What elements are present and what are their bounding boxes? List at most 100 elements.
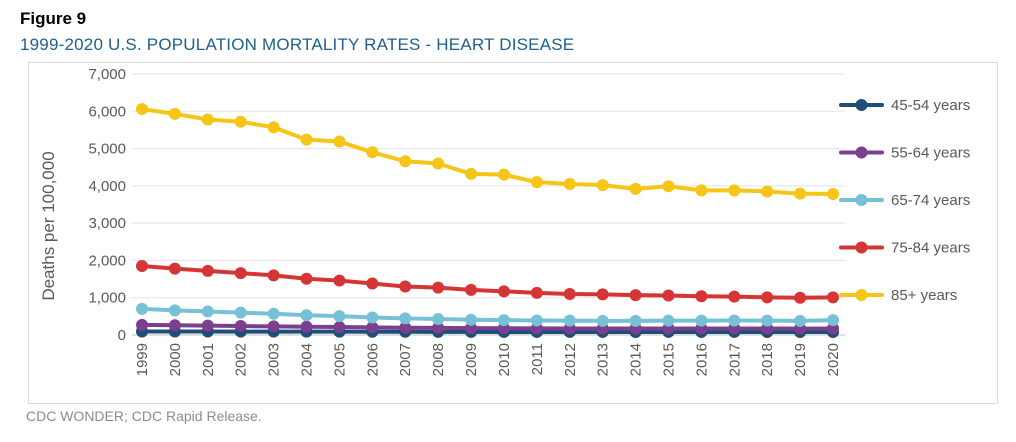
data-point [465,167,478,180]
data-point [432,281,445,294]
data-point [695,314,708,327]
data-point [827,314,839,327]
data-point [168,319,181,332]
y-tick-label: 3,000 [88,215,126,232]
data-point [399,280,412,293]
legend-swatch-marker [855,241,868,254]
data-point [596,314,609,327]
series-line [140,322,835,331]
y-tick-label: 2,000 [88,252,126,269]
data-point [662,289,675,302]
data-point [827,188,839,201]
data-point [695,290,708,303]
data-point [366,146,379,159]
data-point [399,155,412,168]
x-tick-label: 2013 [595,343,612,376]
chart-area: 0 1,000 2,000 3,000 4,000 5,000 6,000 7,000 Dea… [28,62,998,404]
data-point [629,182,642,195]
x-tick-label: 2001 [200,343,217,376]
data-point [497,168,510,181]
x-tick-label: 2011 [529,343,546,375]
data-point [761,314,774,327]
data-point [530,314,543,327]
data-point [596,288,609,301]
data-point [662,314,675,327]
x-tick-label: 2014 [628,343,645,376]
data-point [432,321,445,334]
data-point [136,302,148,315]
x-tick-label: 2016 [693,343,710,376]
data-point [530,286,543,299]
y-tick-label: 1,000 [88,290,126,307]
y-tick-label: 6,000 [88,103,126,120]
legend-label: 45-54 years [891,97,970,114]
x-tick-label: 2015 [660,343,677,376]
y-tick-label: 4,000 [88,178,126,195]
data-point [563,314,576,327]
data-point [366,311,379,324]
data-point [695,184,708,197]
x-tick-label: 2017 [726,343,743,376]
x-tick-label: 2007 [397,343,414,376]
data-point [234,115,247,128]
legend-swatch-marker [855,99,868,111]
y-tick-label: 5,000 [88,141,126,158]
data-point [530,176,543,189]
y-axis-ticks: 0 1,000 2,000 3,000 4,000 5,000 6,000 7,000 [88,66,126,344]
data-point [201,264,214,277]
data-point [794,187,807,200]
x-tick-label: 2010 [496,343,513,376]
data-point [333,321,346,334]
data-point [267,320,280,333]
data-point [201,113,214,126]
data-point [168,262,181,275]
x-tick-label: 2012 [562,343,579,376]
data-point [333,310,346,323]
chart-title: 1999-2020 U.S. POPULATION MORTALITY RATE… [20,35,575,54]
y-axis-label: Deaths per 100,000 [39,151,58,300]
data-point [168,304,181,317]
data-point [300,320,313,333]
data-point [497,314,510,327]
data-point [333,135,346,148]
series-line [140,264,835,300]
x-tick-label: 2009 [463,343,480,376]
data-point [432,157,445,170]
data-point [201,305,214,318]
figure-label: Figure 9 [20,9,87,28]
data-point [234,267,247,280]
data-point [136,318,148,331]
data-point [399,321,412,334]
legend-swatch-marker [855,289,868,301]
x-tick-label: 2020 [825,343,842,376]
data-point [300,133,313,146]
data-point [267,269,280,282]
data-point [267,307,280,320]
series-line [140,329,835,335]
data-point [827,291,839,304]
data-point [432,312,445,325]
source-note: CDC WONDER; CDC Rapid Release. [26,408,262,424]
data-point [465,283,478,296]
data-point [399,312,412,325]
series-65-74-years [136,302,839,327]
data-point [267,121,280,134]
y-tick-label: 0 [118,327,126,344]
series-lines [136,103,839,339]
data-point [497,285,510,298]
legend-label: 55-64 years [891,145,970,162]
data-point [136,103,148,116]
legend: 45-54 years 55-64 years 65-74 years 75-84 y… [839,97,970,304]
x-tick-label: 1999 [134,343,151,376]
data-point [794,291,807,304]
data-point [300,309,313,322]
legend-label: 75-84 years [891,240,970,257]
data-point [366,321,379,334]
data-point [563,177,576,190]
series-line [140,107,835,197]
legend-label: 85+ years [891,287,957,304]
data-point [366,277,379,290]
data-point [596,179,609,192]
data-point [728,290,741,303]
data-point [761,185,774,198]
